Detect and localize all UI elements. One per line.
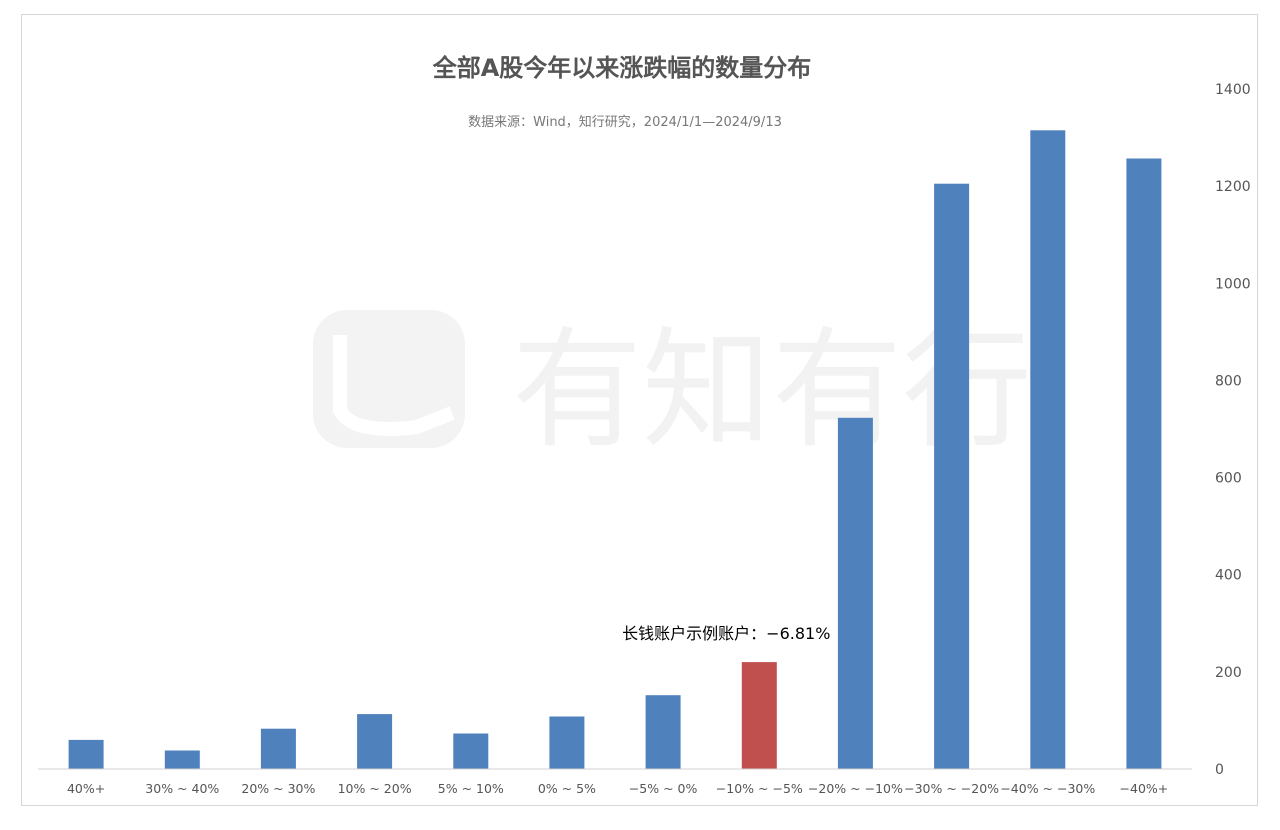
bar-0 bbox=[68, 739, 104, 769]
watermark-logo-mark bbox=[333, 335, 455, 436]
y-tick-label: 0 bbox=[1215, 762, 1224, 778]
bar-9 bbox=[934, 183, 970, 769]
x-tick-label: 30% ~ 40% bbox=[145, 781, 219, 796]
watermark: 有知有行 bbox=[313, 310, 1032, 466]
x-tick-label: −30% ~ −20% bbox=[904, 781, 999, 796]
bar-chart: 有知有行 全部A股今年以来涨跌幅的数量分布 数据来源：Wind，知行研究，202… bbox=[38, 54, 1251, 796]
y-tick-label: 200 bbox=[1215, 665, 1242, 681]
x-axis-ticks: 40%+ 30% ~ 40% 20% ~ 30% 10% ~ 20% 5% ~ 10% 0… bbox=[67, 781, 1168, 796]
bar-1 bbox=[164, 750, 200, 769]
bar-6 bbox=[645, 695, 681, 769]
y-tick-label: 600 bbox=[1215, 471, 1242, 487]
bar-5 bbox=[549, 716, 585, 769]
x-tick-label: −20% ~ −10% bbox=[808, 781, 903, 796]
chart-frame: 有知有行 全部A股今年以来涨跌幅的数量分布 数据来源：Wind，知行研究，202… bbox=[21, 14, 1258, 806]
bars-group bbox=[68, 130, 1162, 770]
x-tick-label: 10% ~ 20% bbox=[338, 781, 412, 796]
chart-title: 全部A股今年以来涨跌幅的数量分布 bbox=[432, 54, 812, 82]
bar-8 bbox=[837, 417, 873, 769]
x-tick-label: 40%+ bbox=[67, 781, 105, 796]
bar-10 bbox=[1030, 130, 1066, 770]
y-tick-label: 800 bbox=[1215, 373, 1242, 389]
chart-subtitle: 数据来源：Wind，知行研究，2024/1/1—2024/9/13 bbox=[468, 114, 782, 130]
bar-3 bbox=[357, 714, 393, 769]
y-tick-label: 1400 bbox=[1215, 82, 1251, 98]
bar-4 bbox=[453, 733, 489, 769]
annotation-label: 长钱账户示例账户：−6.81% bbox=[622, 624, 830, 643]
bar-7 bbox=[741, 662, 777, 769]
x-tick-label: −5% ~ 0% bbox=[629, 781, 698, 796]
y-tick-label: 1000 bbox=[1215, 276, 1251, 292]
x-tick-label: 20% ~ 30% bbox=[241, 781, 315, 796]
x-tick-label: −10% ~ −5% bbox=[716, 781, 803, 796]
x-tick-label: −40% ~ −30% bbox=[1000, 781, 1095, 796]
x-tick-label: −40%+ bbox=[1120, 781, 1169, 796]
bar-2 bbox=[260, 728, 296, 769]
x-tick-label: 5% ~ 10% bbox=[438, 781, 504, 796]
bar-11 bbox=[1126, 158, 1162, 769]
x-tick-label: 0% ~ 5% bbox=[538, 781, 596, 796]
y-tick-label: 1200 bbox=[1215, 179, 1251, 195]
y-tick-label: 400 bbox=[1215, 568, 1242, 584]
y-axis-ticks: 0 200 400 600 800 1000 1200 1400 bbox=[1215, 82, 1251, 778]
